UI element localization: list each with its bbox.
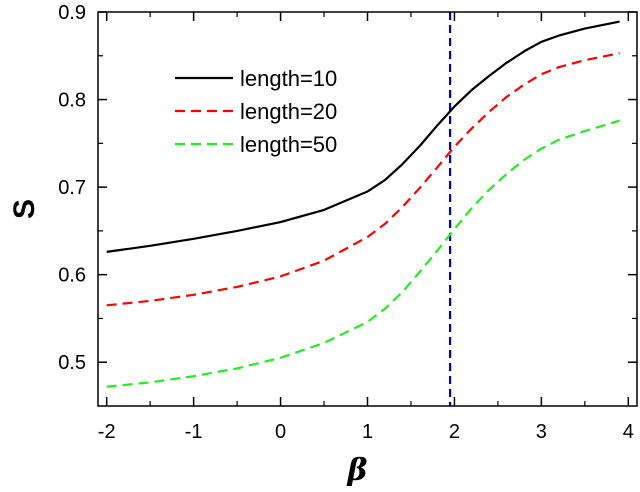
y-tick-label: 0.9 <box>58 2 86 24</box>
x-tick-label: -1 <box>185 421 203 443</box>
x-tick-label: 1 <box>362 421 373 443</box>
y-tick-label: 0.6 <box>58 265 86 287</box>
series-line-3 <box>106 119 620 388</box>
x-tick-label: 3 <box>536 421 547 443</box>
series-line-2 <box>106 52 620 307</box>
legend-label-2: length=20 <box>240 99 337 124</box>
y-tick-label: 0.7 <box>58 177 86 199</box>
plot-frame <box>97 11 638 407</box>
y-tick-label: 0.8 <box>58 90 86 112</box>
x-axis-title: β <box>347 453 368 488</box>
legend: length=10 length=20 length=50 <box>175 66 337 157</box>
x-tick-label: 2 <box>449 421 460 443</box>
y-tick-label: 0.5 <box>58 352 86 374</box>
legend-label-1: length=10 <box>240 66 337 91</box>
axis-ticks <box>98 11 637 406</box>
x-tick-label: 4 <box>623 421 634 443</box>
axis-tick-labels: -2 -1 0 1 2 3 4 0.5 0.6 0.7 0.8 0.9 <box>58 2 634 443</box>
legend-label-3: length=50 <box>240 132 337 157</box>
series-line-1 <box>106 20 620 253</box>
x-tick-label: 0 <box>275 421 286 443</box>
y-axis-title: S <box>8 199 41 219</box>
plot-area <box>106 12 620 406</box>
x-tick-label: -2 <box>98 421 116 443</box>
